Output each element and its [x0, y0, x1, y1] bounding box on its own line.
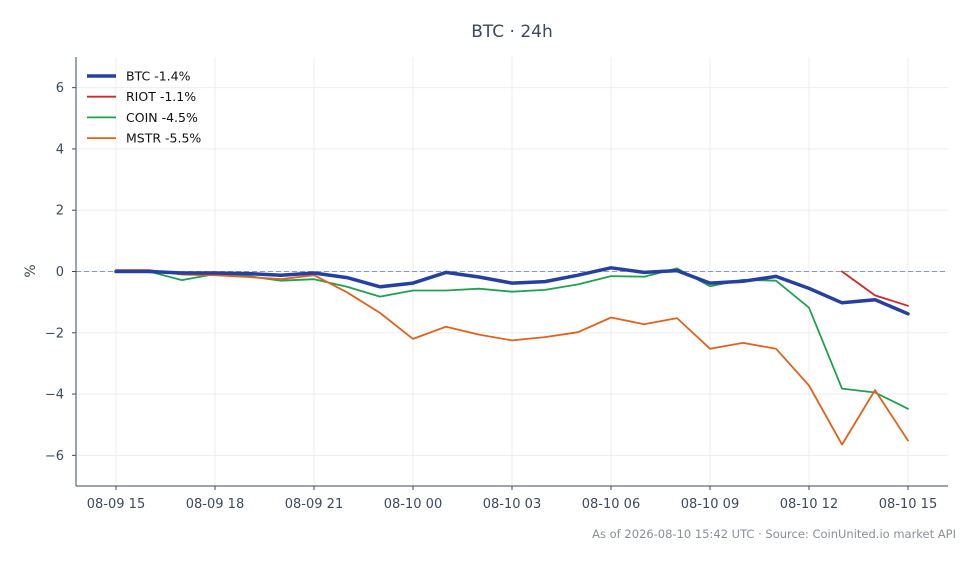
y-tick-label: 6 — [56, 81, 64, 96]
chart-title: BTC · 24h — [471, 22, 553, 42]
legend-label-2: COIN -4.5% — [126, 110, 198, 125]
x-tick-label: 08-10 15 — [879, 497, 937, 512]
x-tick-label: 08-10 00 — [384, 497, 442, 512]
footer-source: As of 2026-08-10 15:42 UTC · Source: Coi… — [592, 527, 956, 541]
series-lines — [114, 266, 910, 446]
y-tick-labels: 6 4 2 0 −2 −4 −6 — [45, 81, 76, 464]
x-tick-label: 08-10 06 — [582, 497, 640, 512]
x-tick-label: 08-10 03 — [483, 497, 541, 512]
x-tick-label: 08-09 21 — [285, 497, 343, 512]
x-tick-label: 08-09 15 — [87, 497, 145, 512]
series-line-0 — [114, 266, 910, 316]
y-tick-label: −2 — [45, 326, 64, 341]
y-tick-label: −6 — [45, 449, 64, 464]
legend-label-3: MSTR -5.5% — [126, 131, 201, 146]
y-tick-label: 0 — [56, 265, 64, 280]
y-tick-label: 2 — [56, 204, 64, 219]
series-line-1 — [841, 270, 909, 307]
x-tick-label: 08-10 09 — [681, 497, 739, 512]
y-tick-label: −4 — [45, 388, 64, 403]
series-line-3 — [115, 269, 909, 446]
y-tick-label: 4 — [56, 142, 64, 157]
legend-label-1: RIOT -1.1% — [126, 89, 196, 104]
x-tick-label: 08-10 12 — [780, 497, 838, 512]
legend: BTC -1.4% RIOT -1.1% COIN -4.5% MSTR -5.5% — [87, 69, 201, 146]
x-tick-label: 08-09 18 — [186, 497, 244, 512]
x-tick-labels: 08-09 15 08-09 18 08-09 21 08-10 00 08-10 03… — [87, 486, 937, 512]
legend-label-0: BTC -1.4% — [126, 69, 191, 84]
y-axis-label: % — [23, 264, 39, 277]
